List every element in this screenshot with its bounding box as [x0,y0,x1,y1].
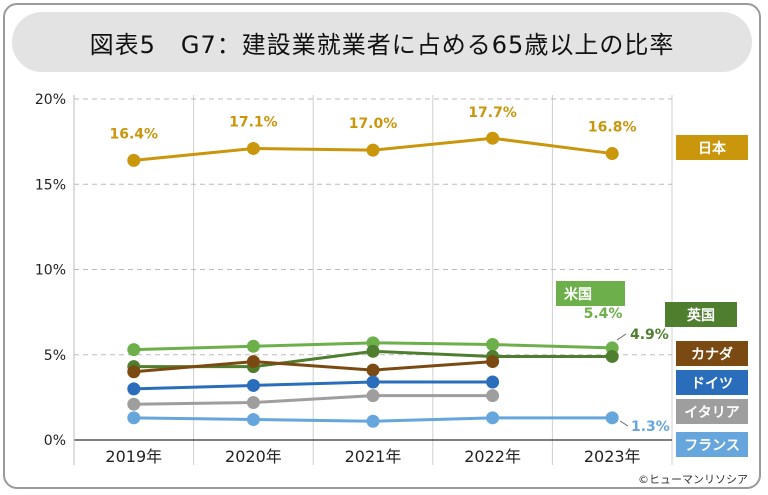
data-label-us: 5.4% [584,306,623,322]
data-point-germany [366,375,380,389]
legend-box-japan [676,135,748,160]
legend-label-japan: 日本 [698,140,727,157]
data-point-italy [366,389,380,403]
legend-box-france [676,432,748,457]
data-label-france: 1.3% [631,419,670,435]
legend-box-us [556,281,625,306]
data-point-canada [486,355,500,369]
data-point-japan [605,147,619,161]
legend-box-canada [676,341,748,366]
data-point-japan [486,131,500,145]
legend-box-italy [676,399,748,424]
data-point-france [366,414,380,428]
legend-box-germany [676,370,748,395]
label-leader-france [619,420,629,427]
data-point-us [127,343,141,357]
data-point-us [246,339,260,353]
legend-label-germany: ドイツ [691,376,733,392]
y-tick-label: 10% [35,263,66,279]
data-point-us [486,338,500,352]
series-line-germany [133,380,493,391]
y-tick-label: 20% [35,92,66,108]
x-tick-label: 2023年 [584,447,641,466]
data-point-canada [127,365,141,379]
data-point-france [246,413,260,427]
copyright-text: ©ヒューマンリソシア [638,473,748,486]
chart-title: 図表5 G7：建設業就業者に占める65歳以上の比率 [89,30,675,59]
data-point-japan [127,153,141,167]
data-point-germany [127,382,141,396]
data-point-france [605,411,619,425]
data-point-uk [366,344,380,358]
x-tick-label: 2021年 [345,447,402,466]
x-tick-label: 2020年 [225,447,282,466]
data-label-japan: 17.0% [349,116,398,132]
legend-label-us: 米国 [564,286,592,303]
data-label-japan: 17.7% [468,105,517,121]
data-label-japan: 16.4% [110,126,159,142]
data-point-canada [366,363,380,377]
data-point-italy [127,397,141,411]
data-point-germany [246,378,260,392]
data-point-italy [246,395,260,409]
data-point-italy [486,389,500,403]
x-tick-label: 2019年 [105,447,162,466]
legend-label-france: フランス [684,438,740,454]
y-tick-label: 5% [44,348,66,364]
series-line-italy [133,394,493,406]
data-label-uk: 4.9% [630,327,669,343]
legend-box-uk [665,302,737,327]
legend-label-italy: イタリア [684,405,739,421]
legend-label-canada: カナダ [691,346,733,363]
label-leader-uk [616,333,627,341]
legend-label-uk: 英国 [686,307,715,324]
data-point-japan [366,143,380,157]
data-label-japan: 16.8% [588,120,637,136]
data-label-japan: 17.1% [229,114,278,130]
data-point-japan [246,141,260,155]
data-point-germany [486,375,500,389]
series-line-canada [133,360,493,374]
data-point-france [486,411,500,425]
data-point-france [127,411,141,425]
data-point-uk [605,349,619,363]
chart-title-bar: 図表5 G7：建設業就業者に占める65歳以上の比率 [12,12,752,72]
y-tick-label: 15% [35,177,66,193]
y-tick-label: 0% [44,433,66,449]
data-point-canada [246,355,260,369]
x-tick-label: 2022年 [464,447,521,466]
